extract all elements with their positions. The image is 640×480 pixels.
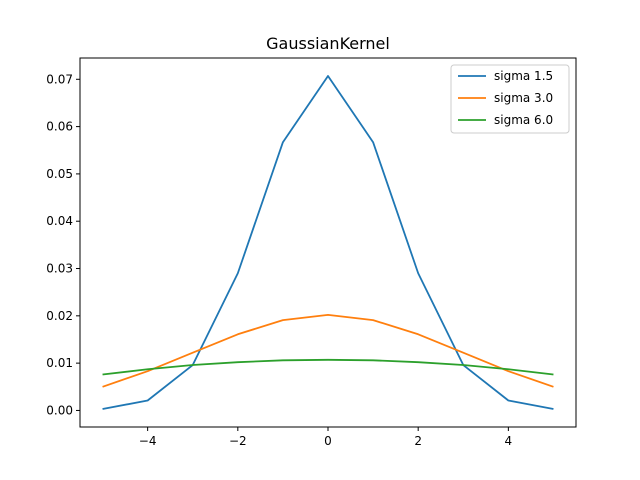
legend-label: sigma 6.0: [494, 113, 553, 127]
y-tick-label: 0.04: [46, 214, 73, 228]
x-axis: −4 −2 0 2 4: [139, 427, 512, 448]
series-line-0: [102, 75, 554, 410]
x-tick-label: 0: [324, 434, 332, 448]
legend-label: sigma 1.5: [494, 69, 553, 83]
legend: sigma 1.5 sigma 3.0 sigma 6.0: [450, 64, 570, 134]
y-tick-label: 0.05: [46, 167, 73, 181]
x-tick-label: 2: [414, 434, 422, 448]
legend-box: [450, 64, 570, 134]
y-tick-label: 0.00: [46, 403, 73, 417]
series-line-1: [102, 313, 554, 388]
legend-label: sigma 3.0: [494, 91, 553, 105]
series-line-2: [102, 358, 554, 376]
legend-items: sigma 1.5 sigma 3.0 sigma 6.0: [458, 69, 553, 127]
y-tick-label: 0.01: [46, 356, 73, 370]
x-tick-label: 4: [505, 434, 513, 448]
y-tick-label: 0.07: [46, 72, 73, 86]
series-layer: [102, 75, 554, 410]
chart-title: GaussianKernel: [266, 34, 390, 53]
y-tick-label: 0.02: [46, 309, 73, 323]
y-tick-label: 0.03: [46, 262, 73, 276]
x-tick-label: −4: [139, 434, 157, 448]
y-tick-label: 0.06: [46, 120, 73, 134]
y-axis: 0.00 0.01 0.02 0.03 0.04 0.05 0.06 0.07: [46, 72, 80, 417]
x-tick-label: −2: [229, 434, 247, 448]
